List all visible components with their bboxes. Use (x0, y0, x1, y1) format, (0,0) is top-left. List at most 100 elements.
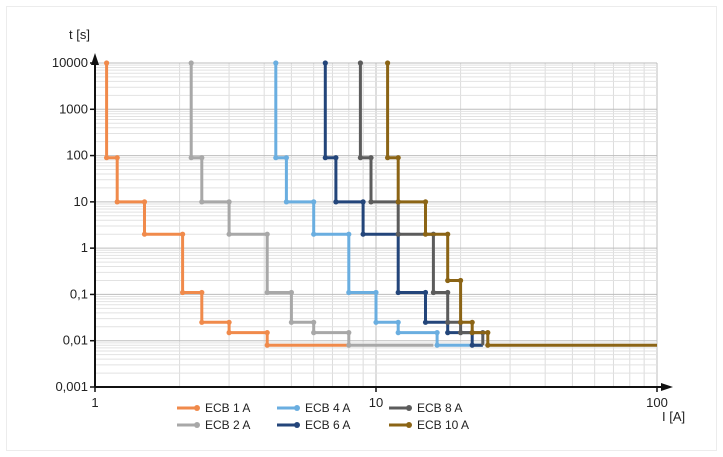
legend-item: ECB 4 A (277, 401, 350, 415)
grid-layer (94, 62, 658, 388)
series-point (469, 330, 475, 336)
series-point (226, 319, 232, 325)
series-point (311, 319, 317, 325)
series-point (422, 319, 429, 325)
x-tick-label: 100 (646, 395, 668, 410)
series-point (180, 231, 186, 237)
series-point (264, 231, 270, 237)
legend-swatch-dot (406, 422, 412, 428)
series-point (422, 231, 429, 237)
series-point (322, 155, 328, 161)
series-point (373, 319, 379, 325)
series-point (368, 199, 374, 205)
series-point (445, 289, 451, 296)
trip-curve-chart: t [s] I [A] 1000010001001010,10,010,0011… (52, 27, 685, 432)
series-point (346, 342, 352, 348)
series-point (485, 342, 491, 348)
series-point (114, 155, 120, 161)
y-tick-label: 10000 (52, 55, 88, 70)
series-point (288, 289, 294, 296)
series-point (226, 231, 232, 237)
series-point (373, 289, 379, 296)
legend-item: ECB 2 A (177, 418, 250, 432)
legend-label: ECB 1 A (205, 401, 250, 415)
series-point (283, 199, 289, 205)
series-point (311, 199, 317, 205)
legend-item: ECB 6 A (277, 418, 350, 432)
series-point (199, 319, 205, 325)
series-point (226, 199, 232, 205)
series-point (430, 289, 436, 296)
legend-label: ECB 8 A (417, 401, 462, 415)
series-point (264, 330, 270, 336)
series-point (360, 199, 366, 205)
series-point (226, 330, 232, 336)
series-point (188, 60, 194, 66)
series-point (180, 289, 186, 296)
series-layer (104, 60, 657, 348)
series-point (422, 199, 429, 205)
series-point (199, 289, 205, 296)
series-ecb-2-a (188, 60, 434, 348)
series-point (333, 199, 339, 205)
series-point (288, 319, 294, 325)
series-point (458, 319, 464, 325)
legend-swatch-dot (294, 422, 300, 428)
y-tick-label: 0,001 (55, 379, 88, 394)
legend-swatch-dot (194, 405, 200, 411)
series-point (333, 155, 339, 161)
series-point (469, 319, 475, 325)
series-point (360, 231, 366, 237)
series-point (264, 342, 270, 348)
series-point (458, 330, 464, 336)
series-point (357, 155, 363, 161)
y-tick-label: 1 (81, 240, 88, 255)
series-point (322, 60, 328, 66)
series-point (368, 155, 374, 161)
y-tick-label: 0,1 (70, 286, 88, 301)
series-point (395, 155, 401, 161)
series-point (395, 231, 401, 237)
series-point (434, 330, 440, 336)
series-point (188, 155, 194, 161)
series-point (422, 289, 429, 296)
series-point (346, 231, 352, 237)
legend: ECB 1 A ECB 2 A ECB 4 A ECB 6 A ECB 8 A ECB 1… (177, 401, 469, 432)
y-tick-label: 100 (66, 148, 88, 163)
series-ecb-4-a (273, 60, 483, 348)
x-axis-arrow-icon (661, 383, 673, 391)
series-point (199, 199, 205, 205)
legend-swatch-dot (406, 405, 412, 411)
series-point (445, 231, 451, 237)
series-point (395, 199, 401, 205)
legend-swatch-dot (294, 405, 300, 411)
y-tick-label: 10 (74, 194, 88, 209)
series-point (141, 199, 148, 205)
series-point (395, 330, 401, 336)
series-point (434, 342, 440, 348)
series-point (311, 231, 317, 237)
legend-label: ECB 2 A (205, 418, 250, 432)
y-tick-label: 1000 (59, 101, 88, 116)
series-point (346, 289, 352, 296)
series-point (311, 330, 317, 336)
x-tick-label: 10 (369, 395, 383, 410)
series-point (469, 342, 475, 348)
series-ecb-10-a (385, 60, 657, 348)
series-point (485, 330, 491, 336)
series-point (199, 155, 205, 161)
series-point (114, 199, 120, 205)
x-tick-label: 1 (91, 395, 98, 410)
legend-label: ECB 4 A (305, 401, 350, 415)
legend-swatch-dot (194, 422, 200, 428)
series-ecb-8-a (357, 60, 486, 346)
series-point (385, 155, 391, 161)
series-point (445, 330, 451, 336)
series-point (445, 277, 451, 284)
series-point (395, 319, 401, 325)
series-point (283, 155, 289, 161)
y-axis-arrow-icon (91, 53, 99, 65)
axes-layer: t [s] I [A] (69, 27, 685, 424)
legend-label: ECB 10 A (417, 418, 469, 432)
